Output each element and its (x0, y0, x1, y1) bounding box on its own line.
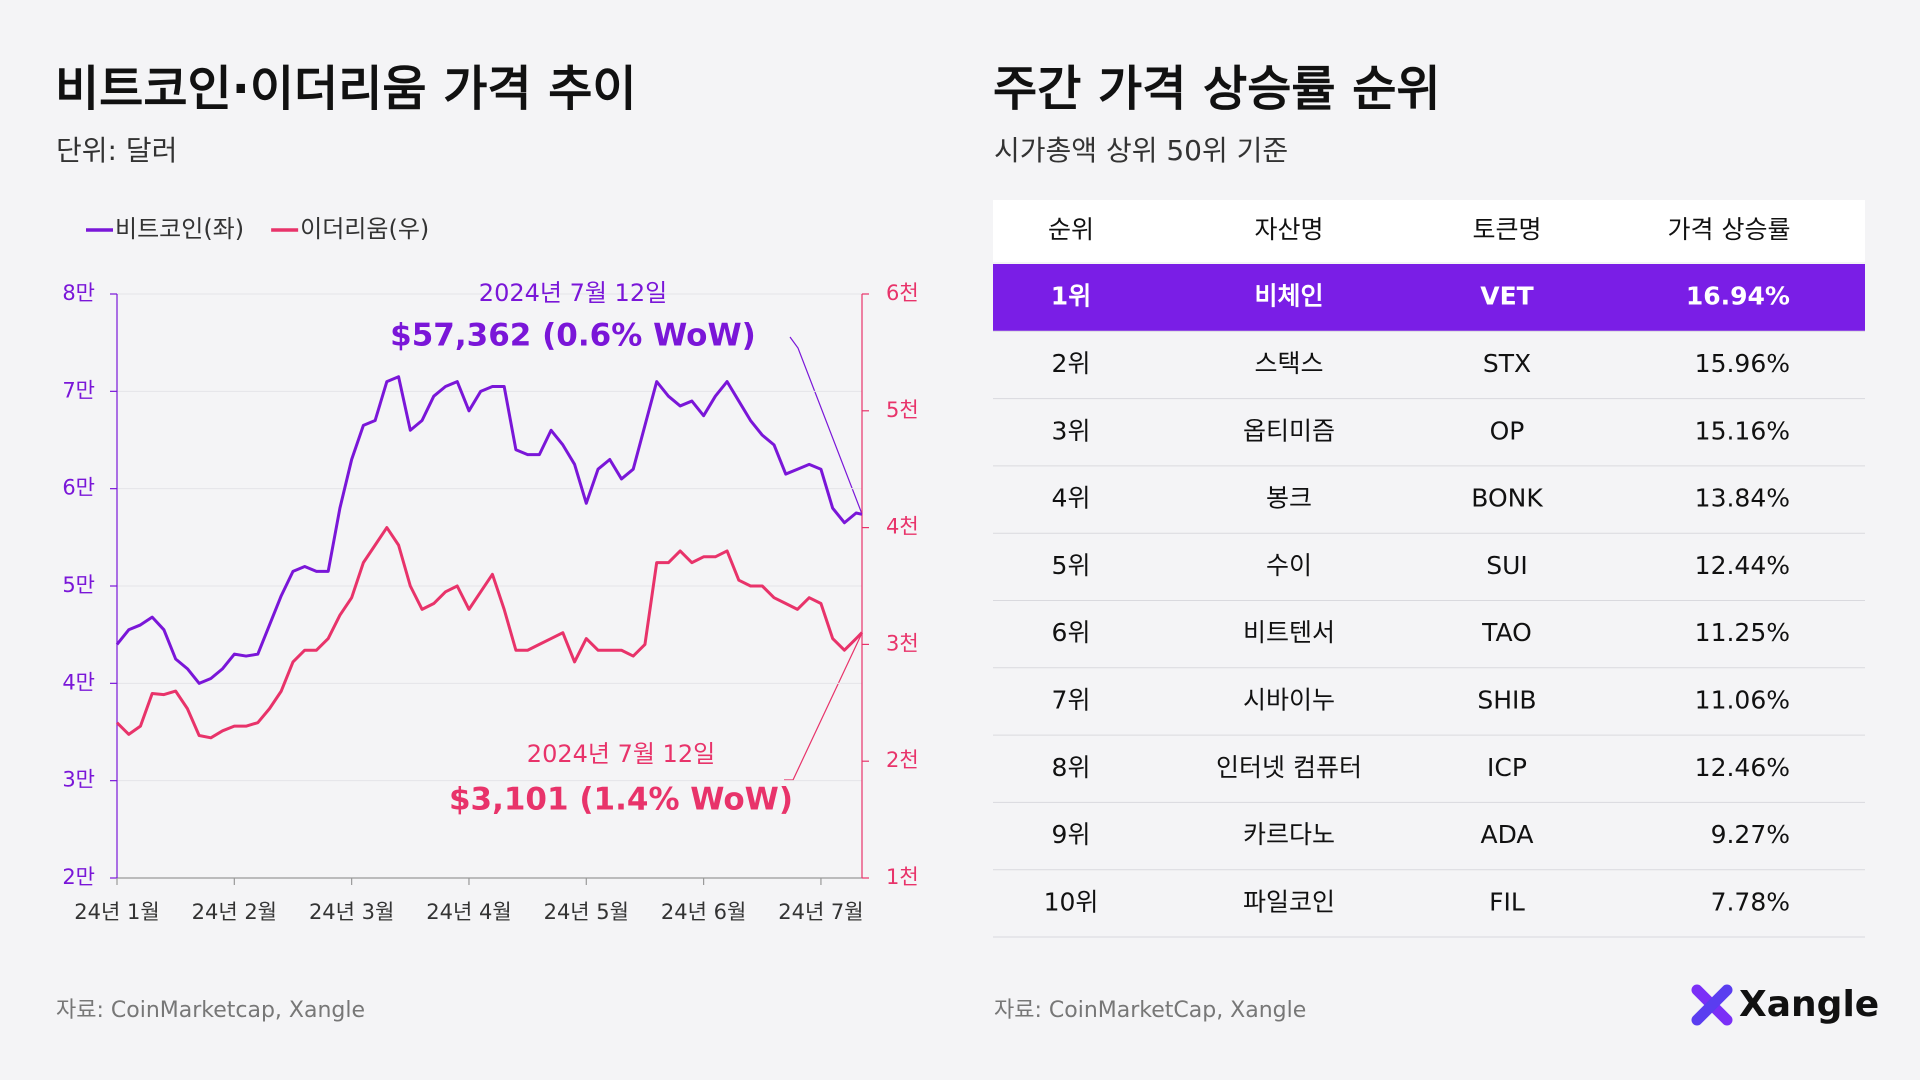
table-header-cell: 토큰명 (1472, 215, 1541, 244)
chart-title: 비트코인·이더리움 가격 추이 (55, 61, 637, 117)
table-cell: 6위 (1052, 618, 1091, 647)
table-cell: VET (1480, 282, 1533, 311)
x-tick-label: 24년 7월 (778, 900, 863, 924)
table-source: 자료: CoinMarketCap, Xangle (994, 998, 1306, 1023)
table-cell: 11.25% (1695, 618, 1790, 647)
x-tick-label: 24년 4월 (426, 900, 511, 924)
y2-tick-label: 2천 (886, 748, 919, 772)
logo-icon (1691, 984, 1733, 1026)
table-cell: 비체인 (1254, 282, 1323, 311)
table-header-bg (993, 200, 1865, 262)
y-tick-label: 3만 (62, 768, 95, 792)
annotation-date: 2024년 7월 12일 (527, 740, 715, 768)
x-tick-label: 24년 3월 (309, 900, 394, 924)
y-tick-label: 2만 (62, 865, 95, 889)
table-header-cell: 가격 상승률 (1668, 215, 1791, 244)
table-cell: 7.78% (1711, 887, 1790, 916)
table-cell: 7위 (1052, 685, 1091, 714)
table-cell: OP (1490, 416, 1525, 445)
y2-tick-label: 1천 (886, 865, 919, 889)
y-tick-label: 7만 (62, 378, 95, 402)
table-cell: 12.46% (1695, 753, 1790, 782)
table-cell: ICP (1487, 753, 1527, 782)
table-cell: 카르다노 (1243, 820, 1335, 849)
table-cell: 3위 (1052, 416, 1091, 445)
y-tick-label: 6만 (62, 476, 95, 500)
table-cell: 15.96% (1695, 349, 1790, 378)
table-cell: 파일코인 (1243, 887, 1335, 916)
table-cell: SHIB (1477, 685, 1536, 714)
table-cell: 2위 (1052, 349, 1091, 378)
table-cell: 10위 (1044, 887, 1099, 916)
table-subtitle: 시가총액 상위 50위 기준 (994, 134, 1288, 167)
table-title: 주간 가격 상승률 순위 (993, 61, 1441, 117)
x-tick-label: 24년 6월 (661, 900, 746, 924)
y2-tick-label: 4천 (886, 515, 919, 539)
table-row-highlight (993, 264, 1865, 332)
logo-text: Xangle (1739, 984, 1879, 1025)
x-tick-label: 24년 1월 (74, 900, 159, 924)
table-cell: 11.06% (1695, 685, 1790, 714)
table-cell: 8위 (1052, 753, 1091, 782)
series-line (115, 526, 864, 740)
annotation-date: 2024년 7월 12일 (479, 279, 667, 307)
table-cell: 인터넷 컴퓨터 (1216, 753, 1362, 782)
y2-tick-label: 3천 (886, 631, 919, 655)
chart-subtitle: 단위: 달러 (56, 134, 177, 167)
x-tick-label: 24년 2월 (192, 900, 277, 924)
legend-label: 비트코인(좌) (115, 215, 244, 243)
table-header-cell: 순위 (1048, 215, 1094, 244)
y2-tick-label: 5천 (886, 398, 919, 422)
table-cell: 봉크 (1266, 484, 1312, 513)
table-cell: 1위 (1051, 282, 1091, 311)
table-cell: 15.16% (1695, 416, 1790, 445)
y-tick-label: 5만 (62, 573, 95, 597)
table-cell: 스택스 (1254, 349, 1323, 378)
table-cell: 16.94% (1686, 282, 1790, 311)
annotation-value: $3,101 (1.4% WoW) (449, 782, 793, 818)
table-cell: BONK (1471, 484, 1543, 513)
legend-label: 이더리움(우) (300, 215, 429, 243)
table-cell: 4위 (1052, 484, 1091, 513)
table-cell: 9.27% (1711, 820, 1790, 849)
series-line (115, 375, 863, 685)
eth-leader (784, 632, 863, 781)
table-cell: 12.44% (1695, 551, 1790, 580)
table-header-cell: 자산명 (1254, 215, 1323, 244)
x-tick-label: 24년 5월 (544, 900, 629, 924)
table-cell: FIL (1489, 887, 1525, 916)
table-cell: 5위 (1052, 551, 1091, 580)
table-cell: 시바이누 (1243, 685, 1335, 714)
table-cell: 옵티미즘 (1243, 416, 1335, 445)
y-tick-label: 4만 (62, 670, 95, 694)
table-cell: SUI (1486, 551, 1528, 580)
table-cell: TAO (1481, 618, 1532, 647)
table-cell: ADA (1480, 820, 1533, 849)
table-cell: 9위 (1052, 820, 1091, 849)
table-cell: STX (1483, 349, 1531, 378)
table-cell: 13.84% (1695, 484, 1790, 513)
btc-leader (789, 336, 863, 515)
table-cell: 수이 (1266, 551, 1312, 580)
annotation-value: $57,362 (0.6% WoW) (390, 318, 756, 354)
y-tick-label: 8만 (62, 281, 95, 305)
table-cell: 비트텐서 (1243, 618, 1335, 647)
y2-tick-label: 6천 (886, 281, 919, 305)
chart-source: 자료: CoinMarketcap, Xangle (56, 998, 365, 1023)
